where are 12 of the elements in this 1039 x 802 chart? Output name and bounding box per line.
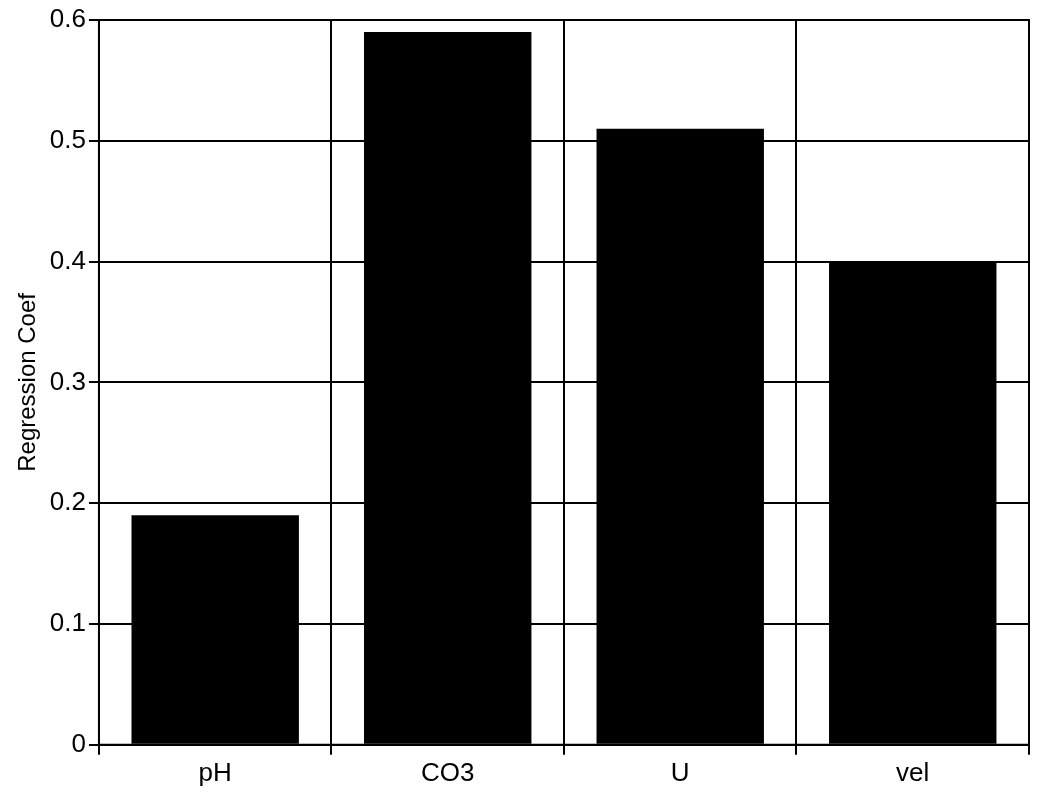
y-tick-label: 0.4	[49, 244, 86, 275]
y-tick-label: 0	[71, 727, 86, 758]
x-tick-label: vel	[896, 756, 930, 787]
x-tick-label: U	[670, 756, 690, 787]
y-tick-label: 0.5	[49, 123, 86, 154]
y-tick-label: 0.3	[49, 365, 86, 396]
y-tick-label: 0.6	[49, 3, 86, 34]
x-tick-label: CO3	[420, 756, 475, 787]
y-tick-label: 0.1	[49, 607, 86, 638]
y-tick-label: 0.2	[49, 486, 86, 517]
y-axis-title: Regression Coef	[13, 292, 41, 472]
x-tick-label: pH	[198, 756, 232, 787]
